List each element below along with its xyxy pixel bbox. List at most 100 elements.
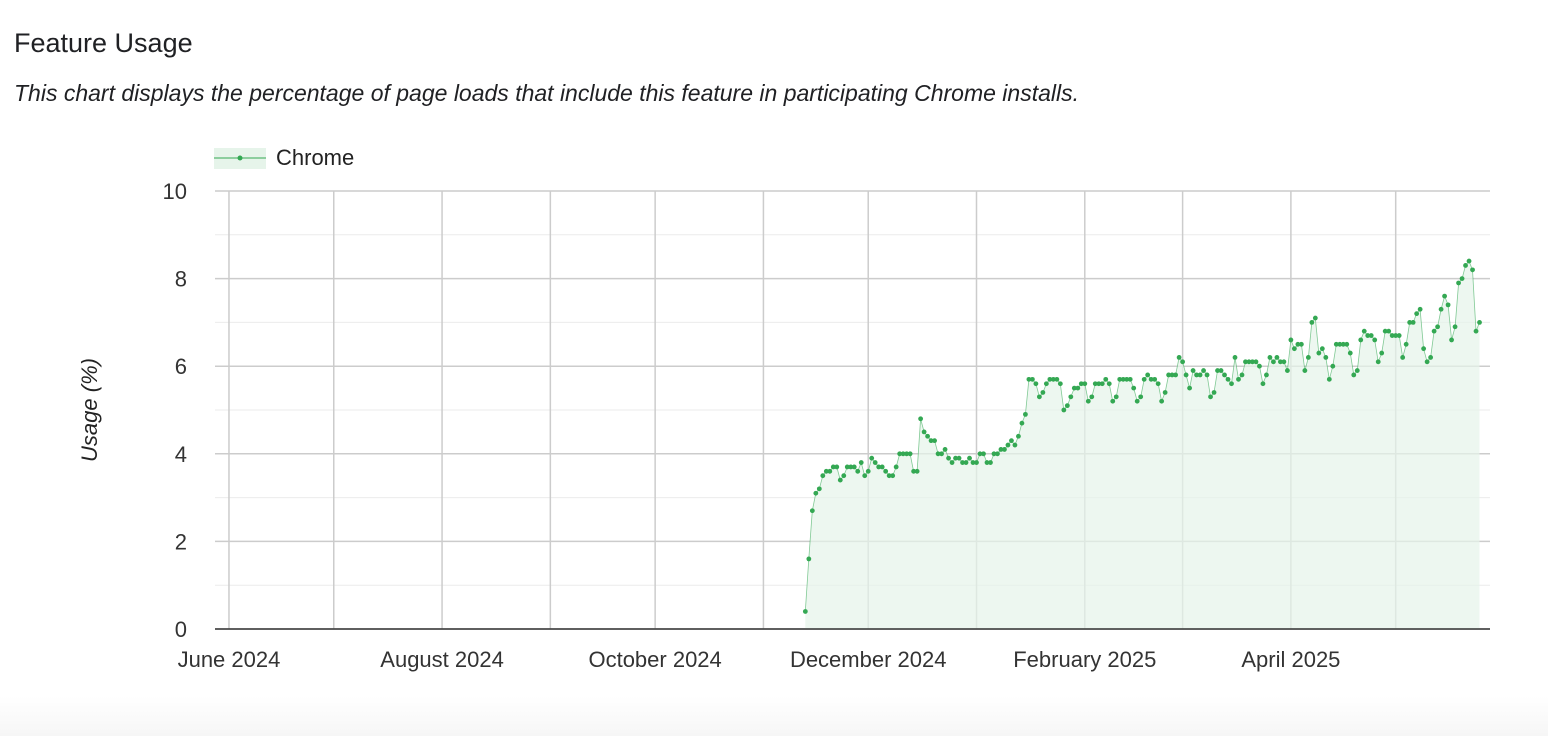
- data-point: [1473, 328, 1479, 334]
- data-point: [1047, 376, 1053, 382]
- data-point: [1026, 376, 1032, 382]
- data-point: [1054, 376, 1060, 382]
- data-point: [1082, 381, 1088, 387]
- data-point: [1257, 363, 1262, 369]
- data-point: [813, 490, 819, 496]
- data-point: [1236, 376, 1241, 382]
- data-point: [1071, 385, 1077, 391]
- x-tick-label: October 2024: [588, 647, 721, 672]
- data-points: [802, 258, 1482, 614]
- data-point: [848, 464, 854, 470]
- data-point: [1246, 359, 1252, 365]
- data-point: [806, 556, 812, 562]
- data-point: [1232, 355, 1238, 360]
- data-point: [1106, 381, 1112, 387]
- data-point: [862, 473, 868, 479]
- data-point: [1291, 346, 1297, 352]
- data-point: [1016, 433, 1021, 439]
- data-point: [1351, 372, 1357, 378]
- data-point: [974, 460, 979, 465]
- data-point: [1085, 398, 1091, 404]
- data-point: [1340, 341, 1346, 347]
- data-point: [1264, 372, 1269, 378]
- data-point: [1155, 381, 1161, 387]
- data-point: [1438, 306, 1444, 312]
- data-point: [844, 464, 850, 470]
- y-tick-label: 8: [175, 267, 187, 292]
- data-point: [946, 455, 951, 461]
- data-point: [1078, 381, 1084, 387]
- data-point: [1253, 359, 1259, 365]
- bottom-fade: [0, 696, 1548, 736]
- data-point: [1127, 376, 1133, 382]
- data-point: [984, 460, 990, 465]
- data-point: [1225, 376, 1231, 382]
- data-point: [865, 468, 871, 474]
- data-point: [1361, 328, 1367, 334]
- data-point: [1428, 355, 1434, 360]
- data-point: [1117, 376, 1123, 382]
- data-point: [1389, 333, 1395, 338]
- data-point: [1036, 394, 1042, 400]
- data-point: [1201, 368, 1206, 373]
- data-point: [1218, 368, 1224, 373]
- data-point: [949, 460, 955, 465]
- data-point: [1407, 320, 1413, 325]
- data-point: [1456, 280, 1461, 286]
- x-tick-label: June 2024: [178, 647, 281, 672]
- data-point: [855, 468, 861, 474]
- data-point: [904, 451, 910, 457]
- data-point: [1295, 341, 1301, 347]
- data-point: [1470, 267, 1475, 273]
- data-point: [1421, 346, 1427, 352]
- data-point: [1180, 359, 1186, 365]
- data-point: [1162, 390, 1168, 395]
- data-point: [956, 455, 962, 461]
- data-point: [1288, 337, 1294, 343]
- data-point: [1347, 350, 1353, 356]
- data-point: [1040, 390, 1046, 395]
- data-point: [925, 433, 931, 439]
- data-point: [816, 486, 822, 492]
- data-point: [1152, 376, 1158, 382]
- data-point: [893, 464, 899, 470]
- data-point: [1424, 359, 1430, 365]
- data-point: [1005, 442, 1011, 448]
- data-point: [1372, 337, 1378, 343]
- y-axis-label: Usage (%): [77, 358, 102, 462]
- data-point: [1393, 333, 1399, 338]
- data-point: [851, 464, 857, 470]
- data-point: [1092, 381, 1098, 387]
- legend-label-chrome: Chrome: [276, 145, 354, 170]
- data-point: [1124, 376, 1130, 382]
- data-point: [1134, 398, 1140, 404]
- y-tick-label: 10: [163, 179, 187, 204]
- data-point: [1333, 341, 1339, 347]
- data-point: [1250, 359, 1255, 365]
- data-point: [1243, 359, 1248, 365]
- data-point: [953, 455, 958, 461]
- x-tick-label: December 2024: [790, 647, 947, 672]
- data-point: [809, 508, 815, 514]
- y-tick-label: 6: [175, 354, 187, 379]
- data-point: [886, 473, 892, 479]
- data-point: [939, 451, 944, 457]
- data-point: [1002, 447, 1007, 452]
- data-point: [942, 447, 948, 452]
- data-point: [1271, 359, 1276, 365]
- data-point: [1029, 376, 1035, 382]
- data-point: [1466, 258, 1472, 264]
- page-title: Feature Usage: [14, 28, 193, 58]
- data-point: [1375, 359, 1381, 365]
- data-point: [879, 464, 885, 470]
- data-point: [1414, 311, 1420, 317]
- legend[interactable]: Chrome: [214, 145, 354, 170]
- data-point: [1166, 372, 1172, 378]
- data-point: [1099, 381, 1105, 387]
- data-point: [1012, 442, 1018, 448]
- data-point: [1159, 398, 1165, 404]
- data-point: [1382, 328, 1388, 334]
- data-point: [1298, 341, 1304, 347]
- data-point: [1215, 368, 1220, 373]
- data-point: [1459, 276, 1465, 281]
